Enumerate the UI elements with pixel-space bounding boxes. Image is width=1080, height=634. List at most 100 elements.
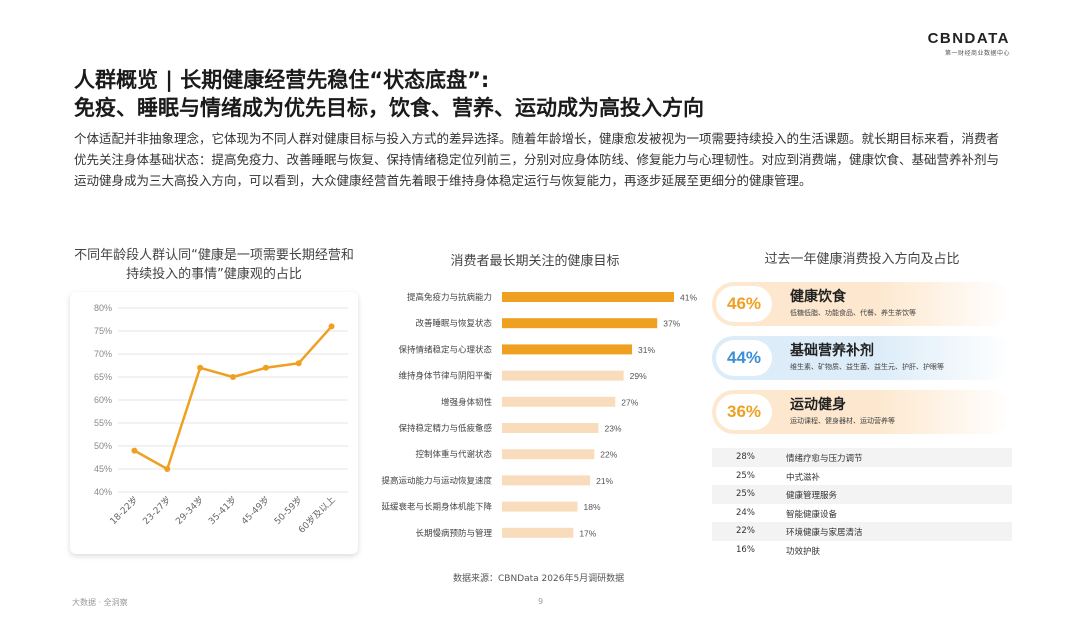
spend-row-percent: 24% xyxy=(736,507,755,518)
data-label: 31% xyxy=(638,345,655,355)
spend-row-percent: 28% xyxy=(736,452,755,462)
y-tick-label: 55% xyxy=(94,418,112,428)
bar xyxy=(502,318,658,329)
data-point xyxy=(262,364,269,371)
bar xyxy=(502,292,674,302)
data-point xyxy=(131,447,138,454)
category-label: 增强身体韧性 xyxy=(441,397,493,408)
category-label: 提高免疫力与抗病能力 xyxy=(407,292,492,303)
y-tick-label: 70% xyxy=(94,349,112,359)
category-label: 保持稳定精力与低疲惫感 xyxy=(398,423,492,434)
spend-row: 25% 中式滋补 xyxy=(712,467,1012,486)
logo-subtitle: 第一财经商业数据中心 xyxy=(944,50,1010,57)
y-tick-label: 75% xyxy=(94,326,112,336)
data-point xyxy=(164,466,171,472)
bar-chart-title: 消费者最长期关注的健康目标 xyxy=(450,254,620,269)
spend-row-name: 情绪疗愈与压力调节 xyxy=(786,454,863,464)
y-tick-label: 50% xyxy=(94,441,112,451)
spend-other-list: 28% 情绪疗愈与压力调节 25% 中式滋补 25% 健康管理服务 24% 智能健康设备 22%… xyxy=(712,448,1012,559)
brand-logo: CBNDATA 第一财经商业数据中心 xyxy=(928,30,1010,57)
data-point xyxy=(328,323,335,330)
y-tick-label: 40% xyxy=(94,487,112,497)
data-label: 41% xyxy=(680,293,697,303)
bar xyxy=(502,396,616,407)
data-point xyxy=(295,360,302,367)
spend-row: 22% 环境健康与家居清洁 xyxy=(712,522,1012,541)
spend-top-item: 36% 运动健身运动课程、健身器材、运动营养等 xyxy=(712,390,1012,434)
data-label: 17% xyxy=(579,528,596,538)
spend-category: 基础营养补剂 xyxy=(790,343,874,359)
category-label: 延缓衰老与长期身体机能下降 xyxy=(381,502,492,513)
line-chart: 40% 45% 50% 55% 60% 65% 70% 75% 80% 18-22岁 23-27岁 2… xyxy=(94,303,348,536)
data-point xyxy=(197,364,204,371)
y-tick-label: 80% xyxy=(94,303,112,313)
bar xyxy=(502,501,578,512)
bar-chart: 提高免疫力与抗病能力 41% 改善睡眠与恢复状态 37% 保持情绪稳定与心理状态 31% 维… xyxy=(381,292,697,539)
spend-description: 维生素、矿物质、益生菌、益生元、护肝、护眼等 xyxy=(790,363,944,371)
category-label: 提高运动能力与运动恢复速度 xyxy=(381,475,492,486)
page-title: 人群概览 | 长期健康经营先稳住“状态底盘”: 免疫、睡眠与情绪成为优先目标，饮… xyxy=(74,66,704,122)
y-tick-label: 60% xyxy=(94,395,112,405)
category-label: 改善睡眠与恢复状态 xyxy=(415,318,492,329)
data-label: 37% xyxy=(663,319,680,329)
spend-title: 过去一年健康消费投入方向及占比 xyxy=(764,252,960,267)
spend-percent: 36% xyxy=(716,394,772,430)
category-label: 保持情绪稳定与心理状态 xyxy=(398,344,492,355)
y-tick-label: 45% xyxy=(94,464,112,474)
data-label: 18% xyxy=(584,502,601,512)
spend-row-percent: 16% xyxy=(736,544,755,555)
bar xyxy=(502,475,591,486)
bar xyxy=(502,423,599,433)
spend-row-name: 智能健康设备 xyxy=(786,509,838,520)
title-line-1: 人群概览 | 长期健康经营先稳住“状态底盘”: xyxy=(74,68,490,92)
category-label: 控制体重与代谢状态 xyxy=(415,449,492,460)
spend-top-item: 44% 基础营养补剂维生素、矿物质、益生菌、益生元、护肝、护眼等 xyxy=(712,336,1012,380)
spend-category: 健康饮食 xyxy=(790,289,846,305)
data-label: 27% xyxy=(621,397,638,407)
spend-row-name: 中式滋补 xyxy=(786,472,821,483)
data-label: 29% xyxy=(630,371,647,381)
bar xyxy=(502,527,574,538)
spend-row-percent: 25% xyxy=(736,470,755,481)
spend-description: 运动课程、健身器材、运动营养等 xyxy=(790,417,895,425)
title-line-2: 免疫、睡眠与情绪成为优先目标，饮食、营养、运动成为高投入方向 xyxy=(74,96,704,120)
data-label: 23% xyxy=(604,424,621,434)
spend-row-name: 健康管理服务 xyxy=(786,491,838,501)
spend-row: 24% 智能健康设备 xyxy=(712,504,1012,523)
spend-top-item: 46% 健康饮食低糖低脂、功能食品、代餐、养生茶饮等 xyxy=(712,282,1012,326)
spend-row-name: 环境健康与家居清洁 xyxy=(786,528,863,538)
line-chart-title: 不同年龄段人群认同“健康是一项需要长期经营和持续投入的事情”健康观的占比 xyxy=(74,248,354,282)
spend-row: 25% 健康管理服务 xyxy=(712,485,1012,504)
data-source: 数据来源：CBNData 2026年5月调研数据 xyxy=(453,574,625,584)
spend-row-name: 功效护肤 xyxy=(786,546,821,557)
x-tick-label: 23-27岁 xyxy=(140,494,173,527)
spend-percent: 46% xyxy=(716,286,772,322)
data-label: 22% xyxy=(600,450,617,460)
spend-row: 16% 功效护肤 xyxy=(712,541,1012,560)
x-tick-label: 50-59岁 xyxy=(271,494,304,527)
spend-percent: 44% xyxy=(716,340,772,376)
x-tick-label: 35-41岁 xyxy=(206,494,239,527)
data-point xyxy=(230,374,236,380)
spend-description: 低糖低脂、功能食品、代餐、养生茶饮等 xyxy=(790,309,916,317)
spend-category: 运动健身 xyxy=(790,397,846,413)
bar xyxy=(502,370,624,381)
x-tick-label: 29-34岁 xyxy=(173,494,206,527)
x-tick-label: 18-22岁 xyxy=(107,494,140,527)
bar xyxy=(502,449,595,460)
series-line xyxy=(133,325,333,471)
spend-row-percent: 22% xyxy=(736,526,755,536)
bar xyxy=(502,344,633,355)
data-label: 21% xyxy=(596,476,613,486)
category-label: 长期慢病预防与管理 xyxy=(415,528,492,539)
category-label: 维持身体节律与阴阳平衡 xyxy=(398,371,492,382)
spend-row: 28% 情绪疗愈与压力调节 xyxy=(712,448,1012,467)
line-chart-card: 40% 45% 50% 55% 60% 65% 70% 75% 80% 18-22岁 23-27岁 2… xyxy=(70,292,358,554)
page-number: 9 xyxy=(538,597,544,606)
logo-mark: CBNDATA xyxy=(927,30,1010,47)
y-tick-label: 65% xyxy=(94,372,112,382)
intro-paragraph: 个体适配并非抽象理念，它体现为不同人群对健康目标与投入方式的差异选择。随着年龄增… xyxy=(74,131,1000,188)
footer-slogan: 大数据 · 全洞察 xyxy=(72,598,128,607)
x-tick-label: 45-49岁 xyxy=(239,494,272,527)
spend-row-percent: 25% xyxy=(736,489,755,499)
